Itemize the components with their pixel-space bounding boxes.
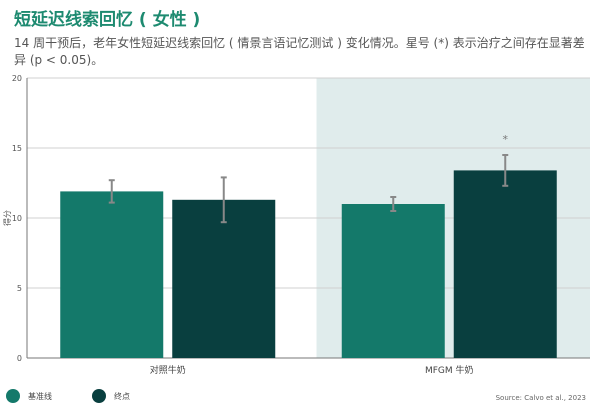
bar-baseline: [60, 191, 164, 358]
y-tick-label: 20: [12, 74, 22, 83]
x-category-label: 对照牛奶: [150, 364, 186, 376]
bar-baseline: [341, 204, 445, 358]
significance-marker: *: [503, 133, 509, 146]
chart-title: 短延迟线索回忆 ( 女性 ): [14, 10, 201, 30]
chart-subtitle: 14 周干预后，老年女性短延迟线索回忆 ( 情景言语记忆测试 ) 变化情况。星号…: [14, 36, 585, 67]
y-tick-label: 15: [12, 144, 22, 153]
bar-endpoint: [453, 170, 557, 358]
bar-endpoint: [172, 199, 276, 358]
legend-label-endpoint: 终点: [114, 391, 130, 401]
y-tick-label: 5: [17, 284, 22, 293]
y-tick-label: 10: [12, 214, 22, 223]
x-category-label: MFGM 牛奶: [425, 364, 474, 376]
legend-item-baseline: 基准线: [6, 389, 52, 403]
legend-label-baseline: 基准线: [28, 391, 52, 401]
y-tick-label: 0: [17, 354, 22, 363]
source-note: Source: Calvo et al., 2023: [495, 394, 586, 402]
legend-swatch-endpoint: [92, 389, 106, 403]
legend-item-endpoint: 终点: [92, 389, 130, 403]
legend-swatch-baseline: [6, 389, 20, 403]
y-axis-label: 得分: [2, 210, 12, 226]
